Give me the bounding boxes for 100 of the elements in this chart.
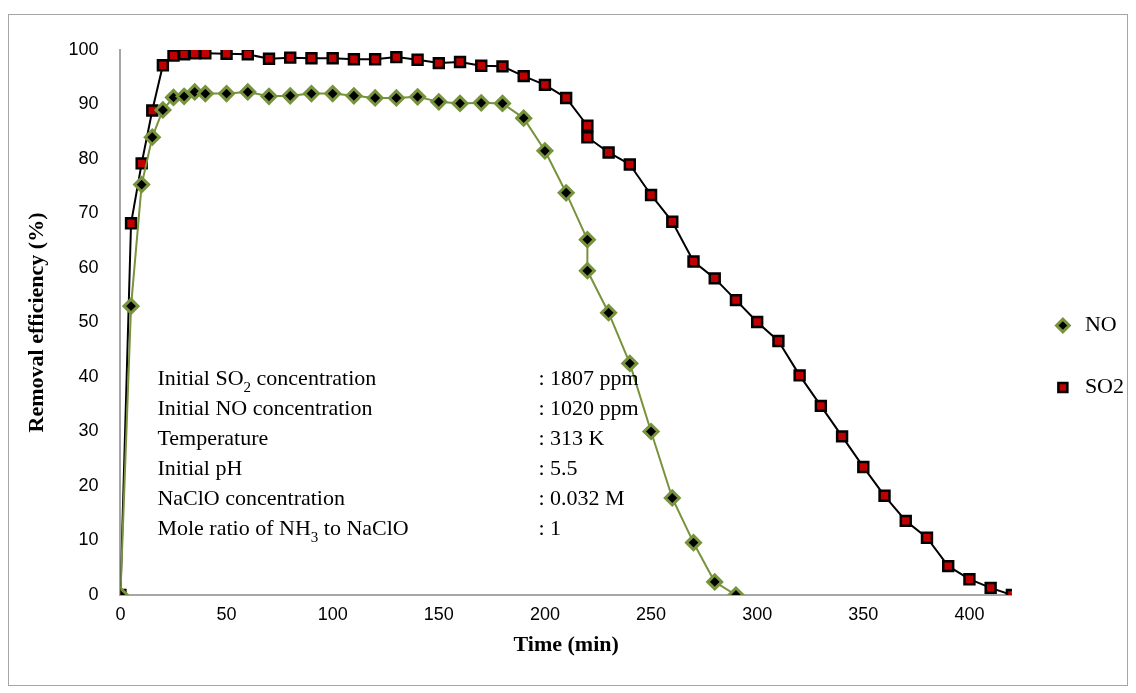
point [942,559,955,573]
point [536,142,554,160]
point [262,52,276,65]
point [472,94,490,112]
y-tick-label: 90 [78,93,99,114]
point [302,85,320,103]
point [368,53,382,66]
point [154,101,172,119]
point [475,59,488,73]
point [453,55,467,69]
point [578,262,596,280]
point [517,69,530,83]
point [175,87,193,105]
point [387,89,405,107]
point [156,59,170,72]
legend-label: SO2 [1084,373,1124,399]
point [345,87,363,105]
point [581,131,594,144]
y-tick-label: 60 [78,256,99,277]
point [878,489,891,503]
point [578,231,596,249]
y-tick-label: 70 [78,202,99,223]
y-tick-label: 80 [78,147,99,168]
point [124,217,138,230]
point [122,297,140,315]
point [366,89,384,107]
point [623,158,637,171]
point [729,293,743,307]
x-axis-title: Time (min) [513,631,619,657]
point [602,146,615,159]
x-tick-label: 50 [216,603,237,624]
point [177,50,191,61]
point [857,460,870,474]
point [538,78,552,92]
point [920,531,934,544]
point [260,87,278,105]
y-axis-title: Removal efficiency (%) [22,212,48,433]
point [281,87,299,105]
text: NaClO concentration : 0.032 M [157,485,625,511]
point [581,119,594,132]
y-tick-label: 20 [78,474,99,495]
y-tick-label: 50 [78,311,99,332]
point [793,369,806,382]
y-tick-label: 100 [68,38,99,59]
point [984,581,997,595]
point [305,51,318,65]
point [963,573,976,586]
point [430,93,448,111]
point [663,489,681,507]
point [899,514,912,528]
point [496,60,509,73]
point [451,94,469,112]
text: Initial NO concentration : 1020 ppm [157,395,639,421]
y-tick-label: 0 [88,583,99,604]
point [750,315,764,329]
x-tick-label: 200 [529,603,560,624]
y-tick-label: 10 [78,529,99,550]
point [708,272,721,285]
point [199,50,212,60]
y-tick-label: 30 [78,420,99,441]
text: Temperature : 313 K [157,425,605,451]
point [220,50,233,61]
x-tick-label: 150 [423,603,454,624]
point [196,85,214,103]
text: Initial pH : 5.5 [157,455,578,481]
point [666,215,679,228]
point [143,128,161,146]
point [493,94,511,112]
x-tick-label: 400 [954,603,985,624]
point [241,50,254,61]
x-tick-label: 100 [317,603,348,624]
point [706,573,724,591]
point [515,109,533,127]
point [814,399,828,413]
point [835,430,849,443]
x-tick-label: 300 [742,603,773,624]
point [600,304,618,322]
point [326,51,339,65]
y-tick-label: 40 [78,365,99,386]
point [167,50,180,62]
legend-label: NO [1084,311,1117,337]
point [409,88,427,106]
point [133,176,151,194]
point [284,51,297,64]
point [432,56,446,70]
x-tick-label: 0 [115,603,126,624]
x-tick-label: 250 [636,603,667,624]
point [687,255,700,268]
point [685,534,702,552]
point [559,91,573,105]
point [642,423,660,440]
point [644,188,658,202]
point [557,184,575,202]
point [239,83,257,101]
point [324,85,342,103]
point [411,53,424,67]
point [218,85,236,103]
point [772,334,785,348]
point [347,53,361,66]
point [390,50,403,64]
